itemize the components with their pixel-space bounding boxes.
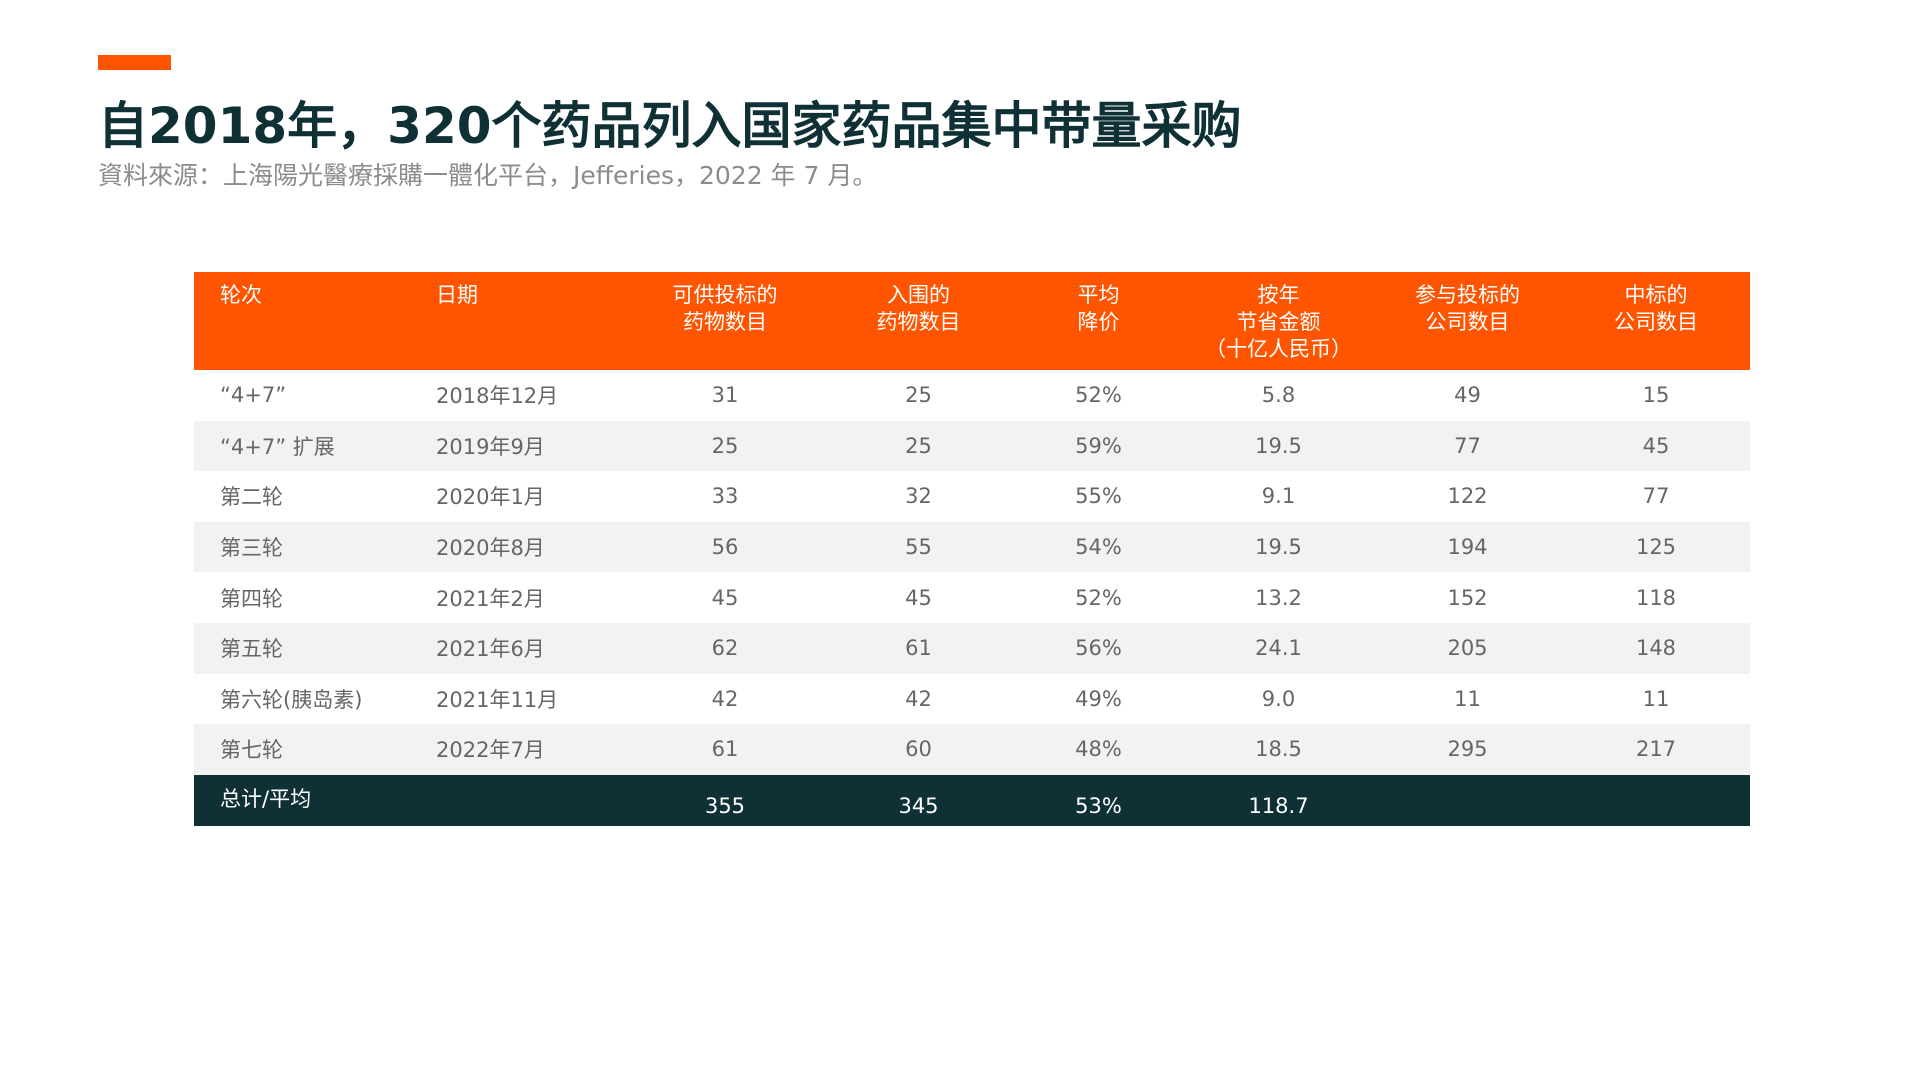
cell-annual-savings: 13.2: [1255, 585, 1302, 610]
cell-avg-price-cut: 55%: [1075, 484, 1122, 509]
cell-drugs-available: 45: [711, 585, 739, 610]
cell-date: 2019年9月: [436, 434, 545, 459]
header-winning-companies: 中标的 公司数目: [1614, 283, 1698, 334]
cell-drugs-available: 62: [711, 636, 739, 661]
header-round: 轮次: [220, 283, 262, 307]
cell-avg-price-cut: 54%: [1075, 535, 1122, 560]
cell-annual-savings: 24.1: [1255, 636, 1302, 661]
table-row: 第七轮 2022年7月 61 60 48% 18.5 295 217: [194, 724, 1750, 775]
cell-bidding-companies: 194: [1447, 535, 1488, 560]
cell-avg-price-cut: 52%: [1075, 585, 1122, 610]
cell-round: “4+7”: [220, 383, 287, 408]
cell-avg-price-cut: 52%: [1075, 383, 1122, 408]
cell-date: 2021年2月: [436, 586, 545, 611]
cell-drugs-selected: 61: [905, 636, 932, 661]
cell-avg-price-cut: 49%: [1075, 686, 1122, 711]
header-drugs-available: 可供投标的 药物数目: [672, 283, 778, 334]
cell-round: 第六轮(胰岛素): [220, 687, 363, 712]
accent-bar: [98, 55, 171, 70]
cell-drugs-selected: 55: [905, 535, 932, 560]
total-cell: 345: [898, 793, 939, 818]
total-cell: [1562, 775, 1750, 826]
cell-round: 第三轮: [220, 536, 283, 561]
table-row: 第六轮(胰岛素) 2021年11月 42 42 49% 9.0 11 11: [194, 674, 1750, 725]
cell-annual-savings: 5.8: [1261, 383, 1296, 408]
cell-bidding-companies: 77: [1454, 433, 1481, 458]
cell-drugs-available: 31: [711, 383, 739, 408]
table-body: “4+7” 2018年12月 31 25 52% 5.8 49 15 “4+7” 扩展 2019年…: [194, 370, 1750, 775]
cell-date: 2018年12月: [436, 384, 559, 409]
cell-bidding-companies: 49: [1454, 383, 1481, 408]
cell-annual-savings: 19.5: [1255, 535, 1302, 560]
table-row: 第四轮 2021年2月 45 45 52% 13.2 152 118: [194, 572, 1750, 623]
cell-bidding-companies: 122: [1447, 484, 1488, 509]
cell-bidding-companies: 152: [1447, 585, 1488, 610]
cell-date: 2021年11月: [436, 687, 559, 712]
table-row: “4+7” 2018年12月 31 25 52% 5.8 49 15: [194, 370, 1750, 421]
cell-date: 2022年7月: [436, 738, 545, 763]
cell-drugs-available: 33: [711, 484, 739, 509]
cell-round: 第五轮: [220, 637, 283, 662]
cell-avg-price-cut: 56%: [1075, 636, 1122, 661]
cell-date: 2020年1月: [436, 485, 545, 510]
cell-drugs-available: 25: [711, 433, 739, 458]
cell-annual-savings: 9.0: [1261, 686, 1296, 711]
cell-winning-companies: 15: [1642, 383, 1670, 408]
source-note: 資料來源：上海陽光醫療採購一體化平台，Jefferies，2022 年 7 月。: [98, 161, 878, 190]
cell-winning-companies: 118: [1635, 585, 1677, 610]
total-cell: 118.7: [1248, 793, 1309, 818]
cell-drugs-selected: 45: [905, 585, 932, 610]
total-cell: 53%: [1075, 793, 1122, 818]
cell-annual-savings: 19.5: [1255, 433, 1302, 458]
cell-round: 第四轮: [220, 586, 283, 611]
table-footer: 总计/平均 355 345 53% 118.7: [194, 774, 1750, 826]
cell-drugs-selected: 32: [905, 484, 932, 509]
header-date: 日期: [436, 283, 478, 307]
header-annual-savings: 按年 节省金额 （十亿人民币）: [1205, 283, 1352, 361]
header-bidding-companies: 参与投标的 公司数目: [1415, 283, 1520, 334]
cell-drugs-selected: 60: [905, 737, 932, 762]
table-row: 第二轮 2020年1月 33 32 55% 9.1 122 77: [194, 471, 1750, 522]
total-cell: 355: [704, 793, 746, 818]
cell-winning-companies: 45: [1642, 433, 1670, 458]
data-table: 轮次 日期 可供投标的 药物数目 入围的 药物数目 平均 降价 按年 节省金额 …: [194, 272, 1750, 826]
cell-drugs-available: 56: [711, 535, 739, 560]
procurement-table: 轮次 日期 可供投标的 药物数目 入围的 药物数目 平均 降价 按年 节省金额 …: [194, 272, 1750, 826]
cell-avg-price-cut: 48%: [1075, 737, 1122, 762]
table-header: 轮次 日期 可供投标的 药物数目 入围的 药物数目 平均 降价 按年 节省金额 …: [194, 272, 1750, 370]
cell-bidding-companies: 11: [1454, 686, 1481, 711]
cell-drugs-selected: 42: [905, 686, 932, 711]
cell-date: 2020年8月: [436, 536, 545, 561]
cell-drugs-available: 42: [711, 686, 739, 711]
cell-round: 第七轮: [220, 738, 283, 763]
cell-annual-savings: 18.5: [1255, 737, 1302, 762]
cell-round: “4+7” 扩展: [220, 434, 335, 459]
cell-bidding-companies: 295: [1447, 737, 1488, 762]
cell-annual-savings: 9.1: [1261, 484, 1296, 509]
cell-winning-companies: 217: [1635, 737, 1677, 762]
page-title: 自2018年，320个药品列入国家药品集中带量采购: [98, 97, 1242, 155]
table-row: 第三轮 2020年8月 56 55 54% 19.5 194 125: [194, 521, 1750, 573]
cell-drugs-selected: 25: [905, 383, 932, 408]
cell-drugs-selected: 25: [905, 433, 932, 458]
total-label: 总计/平均: [220, 786, 312, 811]
table-row: 第五轮 2021年6月 62 61 56% 24.1 205 148: [194, 622, 1750, 674]
cell-winning-companies: 125: [1635, 535, 1677, 560]
cell-winning-companies: 148: [1635, 636, 1677, 661]
cell-avg-price-cut: 59%: [1075, 433, 1122, 458]
header-row: 轮次 日期 可供投标的 药物数目 入围的 药物数目 平均 降价 按年 节省金额 …: [194, 272, 1750, 370]
cell-winning-companies: 11: [1642, 686, 1670, 711]
header-drugs-selected: 入围的 药物数目: [876, 283, 961, 334]
total-row: 总计/平均 355 345 53% 118.7: [194, 774, 1750, 826]
table-row: “4+7” 扩展 2019年9月 25 25 59% 19.5 77 45: [194, 420, 1750, 472]
cell-date: 2021年6月: [436, 637, 545, 662]
cell-round: 第二轮: [220, 485, 283, 510]
total-cell: [410, 775, 626, 826]
cell-bidding-companies: 205: [1447, 636, 1488, 661]
cell-winning-companies: 77: [1642, 484, 1670, 509]
header-avg-price-cut: 平均 降价: [1077, 283, 1120, 334]
cell-drugs-available: 61: [711, 737, 739, 762]
total-cell: [1373, 775, 1562, 826]
